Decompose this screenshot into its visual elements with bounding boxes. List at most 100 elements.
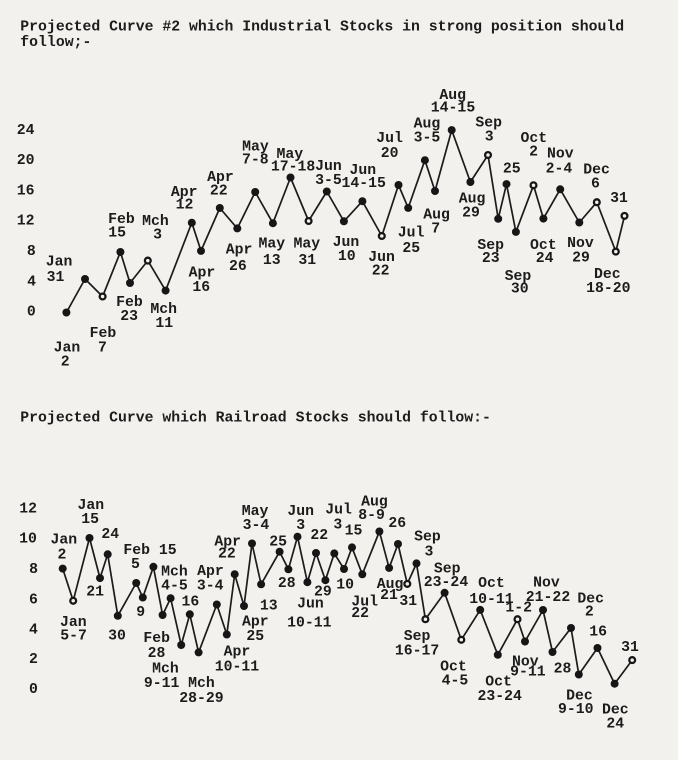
svg-text:25: 25 — [503, 162, 521, 178]
svg-text:3: 3 — [333, 518, 342, 534]
svg-text:Apr: Apr — [197, 564, 224, 580]
svg-text:Apr: Apr — [214, 535, 241, 551]
svg-text:Jun: Jun — [333, 235, 360, 251]
svg-text:20: 20 — [17, 153, 35, 169]
svg-text:Nov: Nov — [567, 236, 594, 252]
svg-text:Jan: Jan — [77, 498, 104, 514]
svg-text:2: 2 — [57, 548, 66, 564]
svg-text:Oct: Oct — [485, 675, 512, 691]
svg-text:Jan: Jan — [60, 615, 87, 631]
svg-text:10: 10 — [336, 578, 354, 594]
svg-text:22: 22 — [218, 547, 236, 563]
svg-text:21: 21 — [380, 588, 398, 604]
svg-text:8: 8 — [29, 562, 38, 578]
svg-text:23: 23 — [120, 309, 138, 325]
svg-text:8: 8 — [27, 244, 36, 260]
svg-text:9-11: 9-11 — [510, 665, 546, 681]
svg-text:11: 11 — [155, 316, 173, 332]
svg-text:Sep: Sep — [475, 116, 502, 132]
svg-text:Mch: Mch — [188, 676, 215, 692]
svg-text:21: 21 — [86, 585, 104, 601]
svg-text:24: 24 — [536, 251, 554, 267]
svg-text:follow;-: follow;- — [20, 35, 91, 51]
svg-text:Mch: Mch — [161, 564, 188, 580]
svg-text:31: 31 — [47, 270, 65, 286]
svg-text:6: 6 — [591, 177, 600, 193]
svg-text:May: May — [258, 236, 285, 252]
svg-text:10: 10 — [19, 532, 37, 548]
svg-text:14-15: 14-15 — [431, 100, 476, 116]
svg-text:Aug: Aug — [361, 494, 388, 510]
svg-text:May: May — [293, 236, 320, 252]
svg-text:Mch: Mch — [142, 214, 169, 230]
svg-text:May: May — [242, 139, 269, 155]
svg-text:7-8: 7-8 — [242, 152, 269, 168]
svg-text:24: 24 — [101, 527, 119, 543]
svg-text:10-11: 10-11 — [287, 616, 332, 632]
svg-text:25: 25 — [269, 535, 287, 551]
svg-text:Sep: Sep — [434, 562, 461, 578]
svg-text:24: 24 — [17, 123, 35, 139]
svg-text:Jul: Jul — [325, 503, 352, 519]
svg-text:Feb: Feb — [116, 295, 143, 311]
svg-text:Dec: Dec — [583, 163, 610, 179]
svg-text:22: 22 — [310, 528, 328, 544]
svg-text:0: 0 — [27, 305, 36, 321]
svg-text:4: 4 — [29, 622, 38, 638]
svg-text:16: 16 — [589, 625, 607, 641]
svg-text:31: 31 — [610, 191, 628, 207]
svg-text:14-15: 14-15 — [341, 176, 386, 192]
svg-text:Apr: Apr — [224, 645, 251, 661]
svg-text:Jun: Jun — [368, 250, 395, 266]
svg-text:22: 22 — [372, 264, 390, 280]
svg-text:4-5: 4-5 — [442, 674, 469, 690]
svg-text:29: 29 — [572, 250, 590, 266]
svg-text:13: 13 — [260, 598, 278, 614]
svg-text:13: 13 — [263, 253, 281, 269]
svg-text:Jan: Jan — [46, 255, 73, 271]
svg-text:Apr: Apr — [242, 614, 269, 630]
svg-text:7: 7 — [431, 221, 440, 237]
svg-text:3: 3 — [485, 130, 494, 146]
svg-text:31: 31 — [298, 253, 316, 269]
svg-text:Jan: Jan — [54, 341, 81, 357]
svg-text:3-5: 3-5 — [315, 173, 342, 189]
svg-text:25: 25 — [246, 629, 264, 645]
svg-text:Apr: Apr — [189, 266, 216, 282]
svg-text:Jun: Jun — [349, 163, 376, 179]
svg-text:6: 6 — [29, 592, 38, 608]
svg-text:0: 0 — [29, 682, 38, 698]
svg-text:26: 26 — [229, 259, 247, 275]
svg-text:Aug: Aug — [423, 207, 450, 223]
svg-text:Jun: Jun — [315, 159, 342, 175]
svg-text:9-10: 9-10 — [558, 702, 594, 718]
svg-text:16: 16 — [182, 595, 200, 611]
svg-text:Aug: Aug — [439, 88, 466, 104]
svg-text:5-7: 5-7 — [60, 628, 87, 644]
svg-text:Projected Curve #2 which Indus: Projected Curve #2 which Industrial Stoc… — [20, 20, 624, 36]
svg-text:10-11: 10-11 — [215, 660, 260, 676]
svg-text:31: 31 — [621, 640, 639, 656]
svg-text:12: 12 — [19, 502, 37, 518]
svg-text:Feb 15: Feb 15 — [123, 543, 176, 559]
svg-text:May: May — [276, 147, 303, 163]
svg-text:Dec: Dec — [594, 267, 621, 283]
svg-text:Nov: Nov — [533, 576, 560, 592]
svg-text:Feb: Feb — [90, 326, 117, 342]
svg-text:30: 30 — [108, 629, 126, 645]
svg-text:Jun: Jun — [287, 504, 314, 520]
svg-text:22: 22 — [210, 184, 228, 200]
svg-text:3-5: 3-5 — [414, 131, 441, 147]
svg-text:17-18: 17-18 — [271, 159, 316, 175]
svg-text:2: 2 — [529, 145, 538, 161]
svg-text:25: 25 — [402, 241, 420, 257]
svg-text:May: May — [242, 504, 269, 520]
svg-text:23-24: 23-24 — [424, 575, 469, 591]
svg-text:Nov: Nov — [512, 654, 539, 670]
svg-text:Mch: Mch — [152, 662, 179, 678]
svg-text:5: 5 — [131, 557, 140, 573]
svg-text:Jun: Jun — [297, 596, 324, 612]
svg-text:21-22: 21-22 — [526, 590, 571, 606]
svg-text:4: 4 — [27, 275, 36, 291]
svg-text:16-17: 16-17 — [395, 644, 439, 660]
